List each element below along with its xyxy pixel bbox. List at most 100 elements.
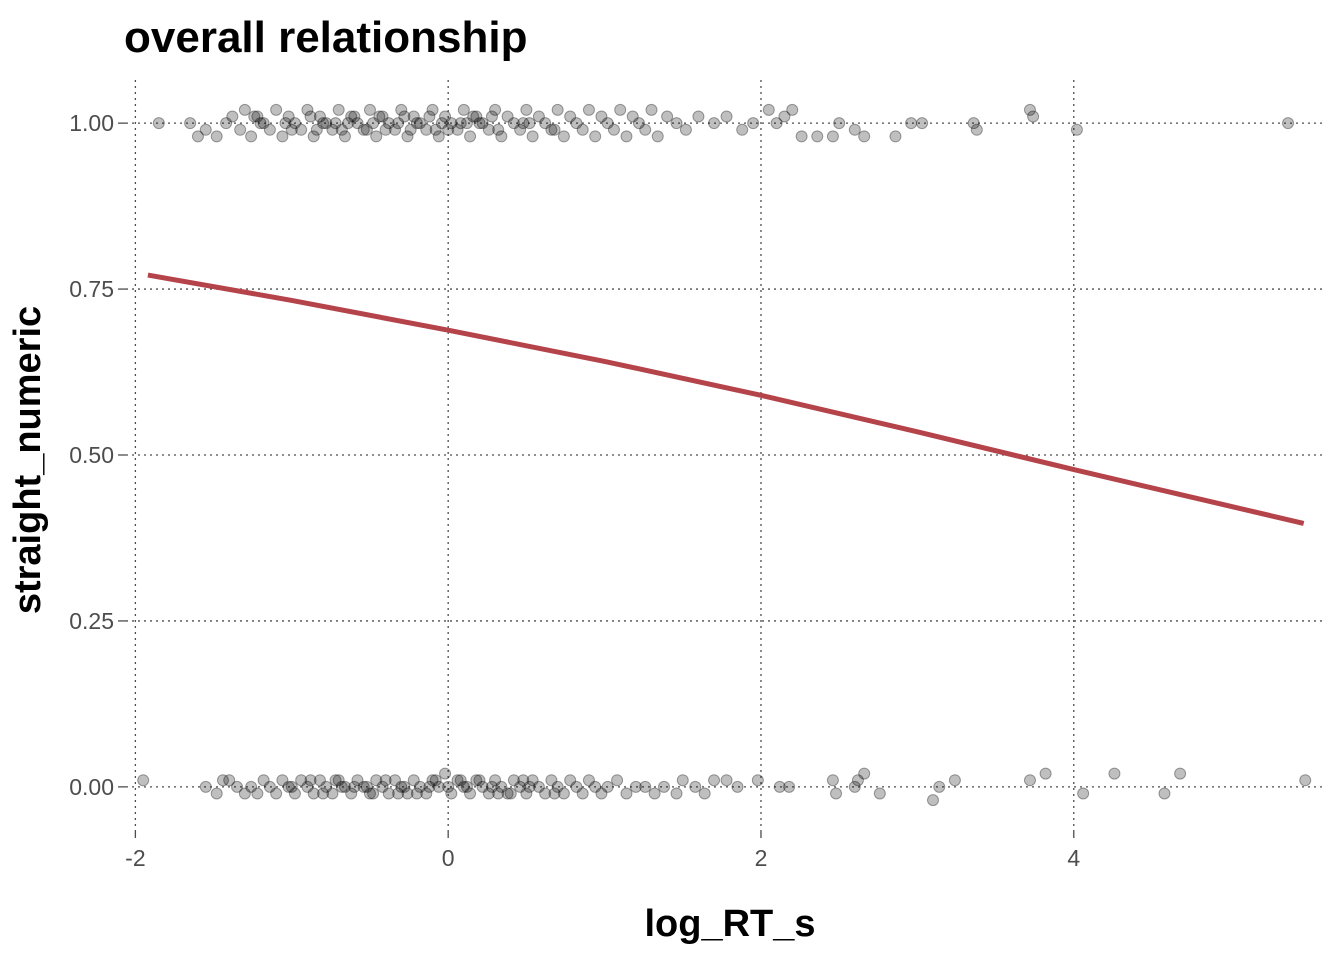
data-point [645, 103, 658, 116]
data-point [389, 774, 402, 787]
data-point [720, 774, 733, 787]
data-point [826, 774, 839, 787]
data-point [282, 780, 295, 793]
data-point [520, 787, 533, 800]
data-point [367, 787, 380, 800]
data-point [313, 774, 326, 787]
scatter-points [137, 103, 1312, 807]
data-point [1039, 767, 1052, 780]
data-point [445, 787, 458, 800]
data-point [1023, 103, 1036, 116]
data-point [279, 117, 292, 130]
data-point [307, 130, 320, 143]
data-point [338, 130, 351, 143]
data-point [564, 774, 577, 787]
data-point [210, 787, 223, 800]
y-tick-label: 0.50 [69, 442, 114, 468]
data-point [523, 117, 536, 130]
data-point [254, 117, 267, 130]
data-point [407, 110, 420, 123]
data-point [470, 774, 483, 787]
data-point [345, 787, 358, 800]
data-point [570, 780, 583, 793]
data-point [251, 110, 264, 123]
data-point [451, 774, 464, 787]
data-point [795, 130, 808, 143]
data-point [282, 110, 295, 123]
data-point [199, 780, 212, 793]
data-point [310, 123, 323, 136]
data-point [226, 110, 239, 123]
data-point [332, 774, 345, 787]
data-point [582, 774, 595, 787]
data-point [658, 780, 671, 793]
data-point [495, 130, 508, 143]
data-point [370, 774, 383, 787]
data-point [276, 774, 289, 787]
data-point [692, 110, 705, 123]
data-point [442, 123, 455, 136]
data-point [426, 774, 439, 787]
data-point [517, 774, 530, 787]
data-point [404, 123, 417, 136]
data-point [507, 117, 520, 130]
data-point [778, 110, 791, 123]
data-point [398, 780, 411, 793]
data-point [251, 787, 264, 800]
data-point [1158, 787, 1171, 800]
data-point [307, 787, 320, 800]
data-point [270, 103, 283, 116]
data-point [970, 123, 983, 136]
data-point [632, 117, 645, 130]
data-point [326, 787, 339, 800]
data-point [348, 110, 361, 123]
data-point [407, 774, 420, 787]
data-point [679, 123, 692, 136]
data-point [467, 110, 480, 123]
data-point [470, 110, 483, 123]
data-point [457, 780, 470, 793]
data-point [639, 780, 652, 793]
fit-line-layer [147, 272, 1305, 526]
data-point [414, 117, 427, 130]
data-point [548, 787, 561, 800]
axis-ticks: -2 0 2 4 0.00 0.25 0.50 0.75 1.00 [69, 110, 1080, 871]
data-point [517, 117, 530, 130]
data-point [414, 780, 427, 793]
data-point [338, 780, 351, 793]
data-point [270, 787, 283, 800]
data-point [439, 767, 452, 780]
data-point [916, 117, 929, 130]
data-point [301, 103, 314, 116]
data-point [539, 117, 552, 130]
data-point [137, 774, 150, 787]
data-point [576, 123, 589, 136]
data-point [848, 780, 861, 793]
data-point [379, 123, 392, 136]
data-point [410, 787, 423, 800]
data-point [648, 787, 661, 800]
data-point [595, 110, 608, 123]
data-point [720, 110, 733, 123]
data-point [257, 117, 270, 130]
data-point [589, 130, 602, 143]
data-point [826, 130, 839, 143]
chart-title: overall relationship [124, 13, 527, 62]
data-point [238, 103, 251, 116]
data-point [564, 110, 577, 123]
data-point [601, 117, 614, 130]
data-point [889, 130, 902, 143]
data-point [335, 123, 348, 136]
data-point [360, 780, 373, 793]
data-point [216, 774, 229, 787]
data-point [152, 117, 165, 130]
data-point [698, 787, 711, 800]
data-point [329, 774, 342, 787]
data-point [830, 787, 843, 800]
data-point [570, 117, 583, 130]
data-point [357, 123, 370, 136]
data-point [191, 130, 204, 143]
data-point [1108, 767, 1121, 780]
data-point [429, 774, 442, 787]
data-point [614, 103, 627, 116]
